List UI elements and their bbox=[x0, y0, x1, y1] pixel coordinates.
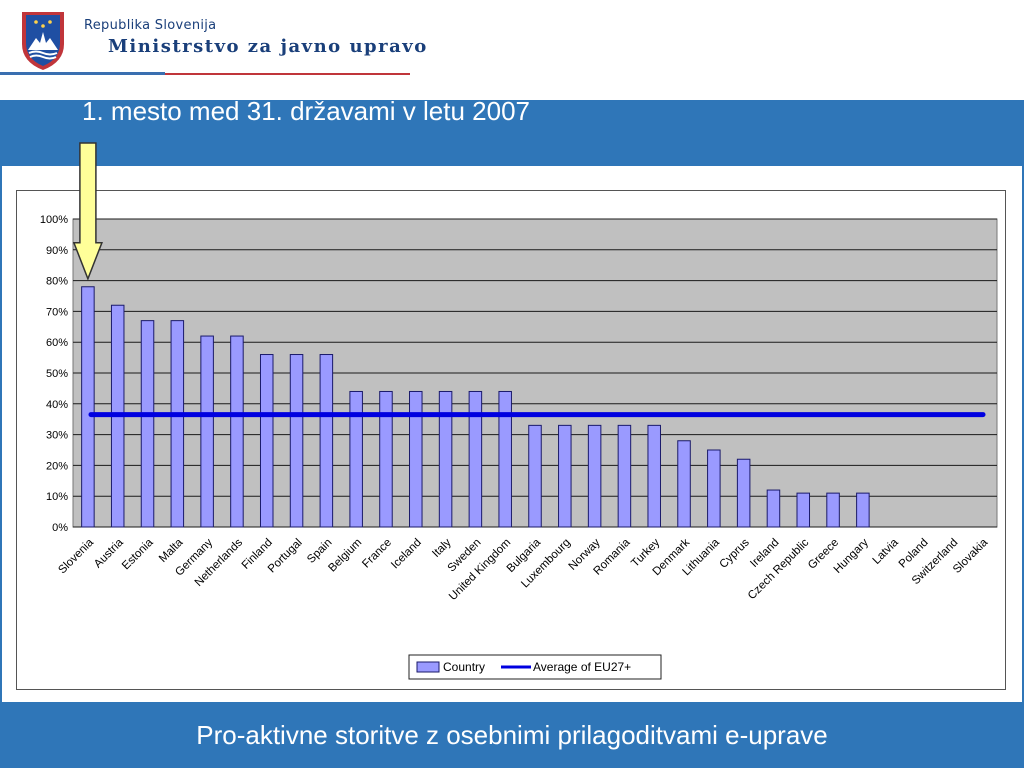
x-tick-label: Slovenia bbox=[56, 536, 96, 576]
slide-title: 1. mesto med 31. državami v letu 2007 bbox=[82, 96, 531, 126]
bar-lithuania bbox=[707, 449, 721, 528]
org-name-main: Ministrstvo za javno upravo bbox=[108, 36, 428, 57]
highlight-arrow bbox=[72, 142, 103, 281]
org-name-small: Republika Slovenija bbox=[84, 18, 217, 33]
bar-slovenia bbox=[81, 286, 95, 528]
x-tick-label: Belgium bbox=[326, 537, 364, 575]
bar-finland bbox=[259, 354, 274, 528]
bar-luxembourg bbox=[558, 424, 572, 528]
footer-band bbox=[0, 702, 1024, 768]
bar-czech-republic bbox=[796, 492, 811, 528]
bar-france bbox=[379, 390, 393, 528]
x-tick-label: Estonia bbox=[120, 536, 156, 572]
legend bbox=[408, 654, 662, 680]
bar-portugal bbox=[289, 354, 304, 528]
bar-estonia bbox=[140, 320, 155, 528]
bar-greece bbox=[826, 492, 840, 528]
x-tick-label: Cyprus bbox=[718, 536, 752, 570]
legend-swatch-bar bbox=[416, 661, 440, 673]
bar-bulgaria bbox=[528, 424, 542, 528]
bar-germany bbox=[200, 335, 214, 528]
bar-netherlands bbox=[230, 335, 244, 528]
left-border bbox=[0, 166, 2, 702]
x-tick-label: Iceland bbox=[389, 537, 424, 572]
bar-chart: 0% 10% 20% 30% 40% 50% 60% 70% 80% 90% 100% Sloveni… bbox=[40, 142, 998, 680]
title-band bbox=[0, 100, 1024, 166]
y-tick-label: 50% bbox=[46, 368, 68, 380]
chart-panel: 0% 10% 20% 30% 40% 50% 60% 70% 80% 90% 100% Sloveni… bbox=[16, 142, 1006, 690]
bar-ireland bbox=[766, 489, 781, 528]
coat-of-arms-icon bbox=[22, 12, 64, 70]
x-tick-label: France bbox=[360, 537, 394, 571]
y-tick-label: 0% bbox=[52, 522, 68, 534]
footer-text: Pro-aktivne storitve z osebnimi prilagod… bbox=[196, 720, 828, 750]
header-divider-blue bbox=[0, 72, 165, 75]
legend-label-average: Average of EU27+ bbox=[533, 660, 631, 674]
bar-sweden bbox=[468, 390, 483, 528]
bar-malta bbox=[170, 320, 185, 528]
bar-italy bbox=[438, 390, 453, 528]
bar-norway bbox=[587, 424, 602, 528]
bar-denmark bbox=[677, 440, 691, 528]
header: Republika Slovenija Ministrstvo za javno… bbox=[0, 0, 1024, 100]
y-tick-label: 100% bbox=[40, 214, 68, 226]
bar-spain bbox=[319, 354, 334, 528]
y-tick-label: 90% bbox=[46, 245, 68, 257]
y-tick-label: 40% bbox=[46, 399, 68, 411]
y-tick-label: 60% bbox=[46, 337, 68, 349]
right-border bbox=[1022, 166, 1024, 702]
header-divider-red bbox=[165, 73, 410, 75]
y-tick-label: 10% bbox=[46, 491, 68, 503]
y-tick-label: 70% bbox=[46, 306, 68, 318]
bar-hungary bbox=[856, 492, 870, 528]
bar-belgium bbox=[349, 390, 363, 528]
bar-cyprus bbox=[736, 458, 751, 528]
legend-label-country: Country bbox=[443, 660, 485, 674]
y-tick-label: 30% bbox=[46, 430, 68, 442]
bar-turkey bbox=[647, 424, 661, 528]
y-tick-label: 20% bbox=[46, 460, 68, 472]
x-tick-label: Italy bbox=[430, 536, 454, 560]
y-tick-label: 80% bbox=[46, 276, 68, 288]
bar-united-kingdom bbox=[498, 390, 512, 528]
bar-romania bbox=[617, 424, 632, 528]
bar-iceland bbox=[409, 390, 423, 528]
